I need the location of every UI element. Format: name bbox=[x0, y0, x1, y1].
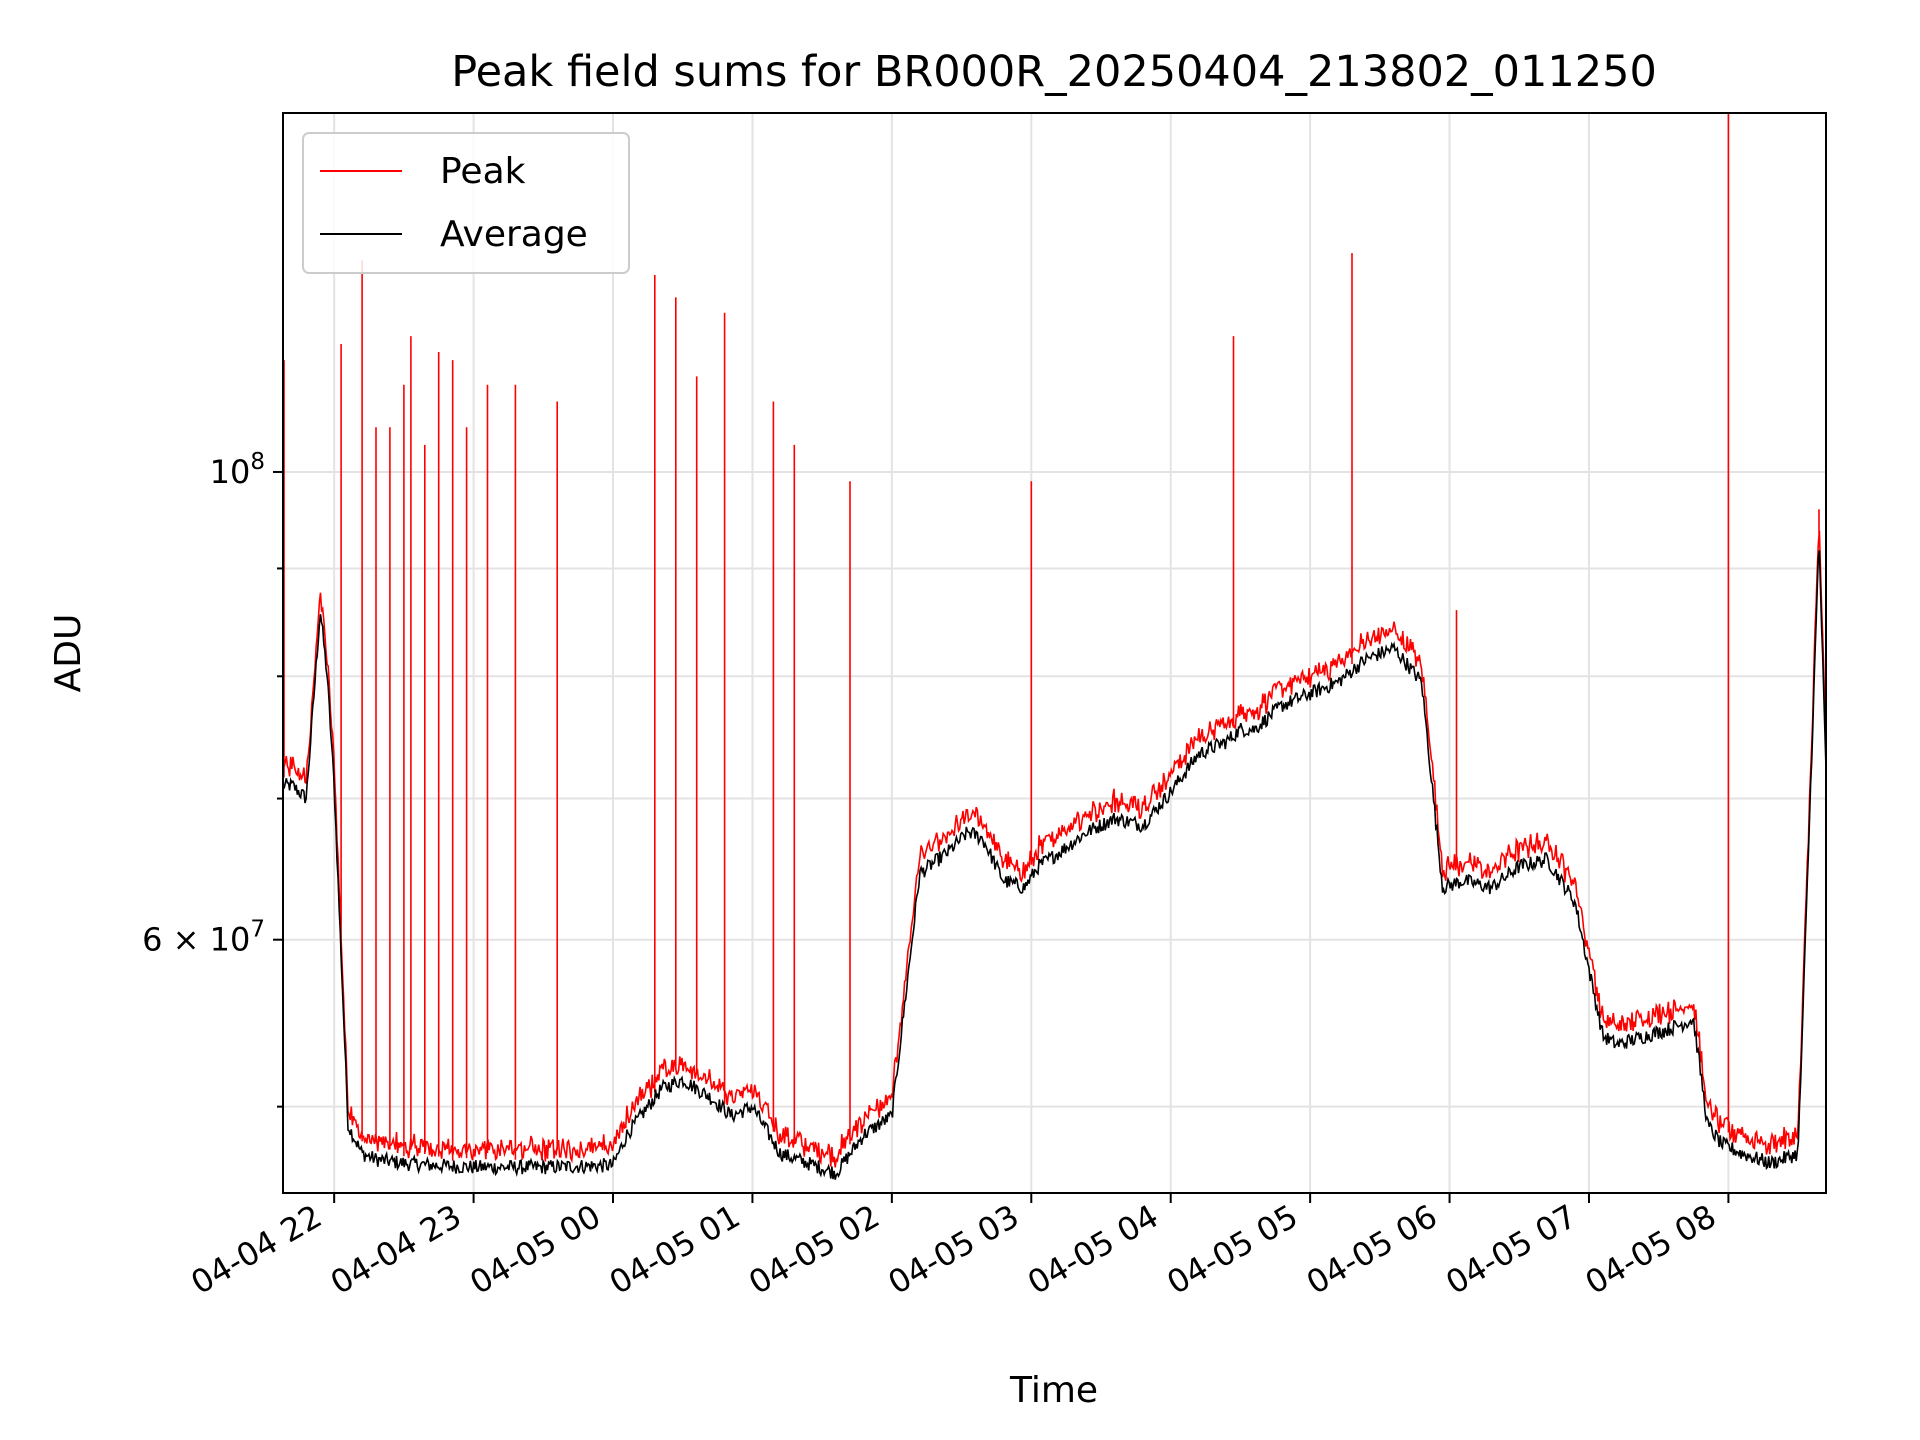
y-axis-label: ADU bbox=[48, 614, 89, 693]
chart-title: Peak field sums for BR000R_20250404_2138… bbox=[451, 47, 1657, 97]
legend: Peak Average bbox=[302, 132, 630, 274]
series-peak-line bbox=[283, 113, 1826, 1168]
y-tick-label: 6 × 107 bbox=[142, 917, 265, 959]
series-average-line bbox=[283, 550, 1826, 1180]
plot-frame bbox=[282, 112, 1827, 1194]
y-axis-ticks: 108 6 × 107 bbox=[142, 449, 283, 1108]
y-tick-label: 108 bbox=[210, 449, 265, 491]
legend-label-peak: Peak bbox=[440, 151, 526, 192]
legend-label-average: Average bbox=[440, 214, 588, 255]
x-axis-label: Time bbox=[1009, 1370, 1098, 1411]
legend-box bbox=[302, 132, 630, 274]
plot-lines bbox=[283, 113, 1826, 1180]
